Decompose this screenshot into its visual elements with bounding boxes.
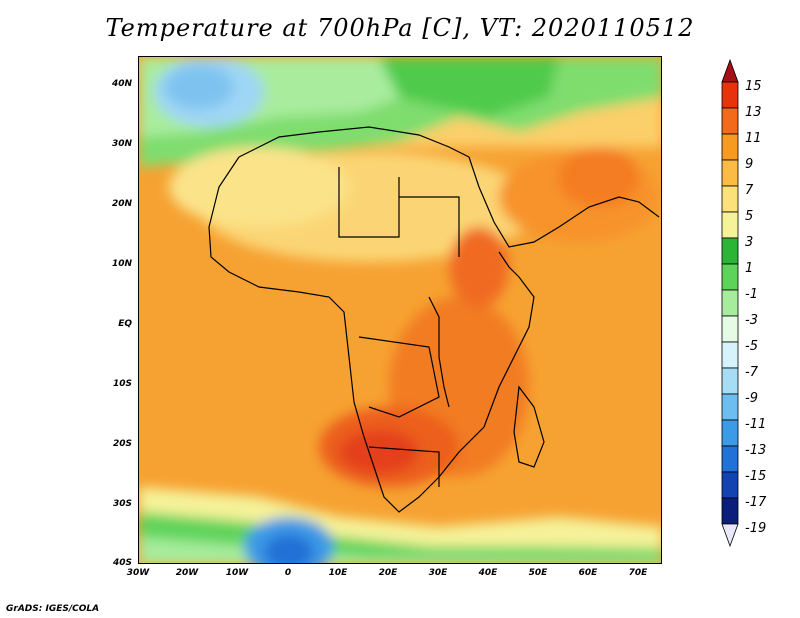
colorbar-segment: [721, 471, 739, 499]
colorbar-label: 11: [745, 131, 762, 146]
grads-credit: GrADS: IGES/COLA: [6, 604, 100, 614]
lat-label-40s: 40S: [112, 558, 132, 568]
lat-label-20s: 20S: [112, 439, 132, 449]
colorbar-segment: [721, 367, 739, 395]
colorbar-segment: [721, 159, 739, 187]
colorbar-label: 3: [745, 235, 754, 250]
colorbar-segment: [721, 185, 739, 213]
colorbar-segment: [721, 263, 739, 291]
lon-label-0: 0: [284, 568, 292, 578]
map-title: Temperature at 700hPa [C], VT: 202011051…: [105, 14, 695, 42]
lon-label-20w: 20W: [175, 568, 199, 578]
colorbar-label: -13: [745, 443, 767, 458]
colorbar-segment: [721, 211, 739, 239]
colorbar-label: -1: [745, 287, 758, 302]
lon-label-10w: 10W: [225, 568, 249, 578]
colorbar-segment: [721, 315, 739, 343]
colorbar-label: -11: [745, 417, 767, 432]
lat-label-10n: 10N: [111, 259, 132, 269]
colorbar-segment: [721, 58, 739, 83]
colorbar-label: -17: [745, 495, 767, 510]
colorbar-segment: [721, 393, 739, 421]
lon-label-20e: 20E: [378, 568, 398, 578]
colorbar-segment: [721, 445, 739, 473]
colorbar-label: 13: [745, 105, 762, 120]
colorbar-label: -19: [745, 521, 767, 536]
lon-label-70e: 70E: [628, 568, 648, 578]
colorbar-segment: [721, 497, 739, 525]
lon-label-30e: 30E: [428, 568, 448, 578]
colorbar-segment: [721, 237, 739, 265]
colorbar-segment: [721, 419, 739, 447]
colorbar-label: 15: [745, 79, 762, 94]
lon-label-50e: 50E: [528, 568, 548, 578]
colorbar-segment: [721, 81, 739, 109]
lon-label-60e: 60E: [578, 568, 598, 578]
colorbar-label: -7: [745, 365, 758, 380]
colorbar-label: -9: [745, 391, 758, 406]
map-canvas: [139, 57, 661, 563]
lat-label-eq: EQ: [118, 319, 132, 329]
lon-label-40e: 40E: [478, 568, 498, 578]
colorbar-label: 5: [745, 209, 754, 224]
lon-label-30w: 30W: [126, 568, 150, 578]
colorbar-label: -15: [745, 469, 767, 484]
colorbar-label: -5: [745, 339, 758, 354]
colorbar-segment: [721, 289, 739, 317]
lon-label-10e: 10E: [328, 568, 348, 578]
colorbar-label: 9: [745, 157, 754, 172]
temperature-map: [138, 56, 662, 564]
lat-label-10s: 10S: [112, 379, 132, 389]
colorbar-label: 1: [745, 261, 754, 276]
coastlines: [208, 126, 660, 513]
colorbar-segment: [721, 523, 739, 548]
colorbar-segment: [721, 107, 739, 135]
lat-label-30n: 30N: [111, 139, 132, 149]
colorbar-label: -3: [745, 313, 758, 328]
colorbar-label: 7: [745, 183, 754, 198]
colorbar-segment: [721, 341, 739, 369]
colorbar-segment: [721, 133, 739, 161]
colorbar: [721, 58, 739, 548]
lat-label-20n: 20N: [111, 199, 132, 209]
temperature-field: [139, 57, 661, 563]
lat-label-40n: 40N: [111, 79, 132, 89]
lat-label-30s: 30S: [112, 499, 132, 509]
